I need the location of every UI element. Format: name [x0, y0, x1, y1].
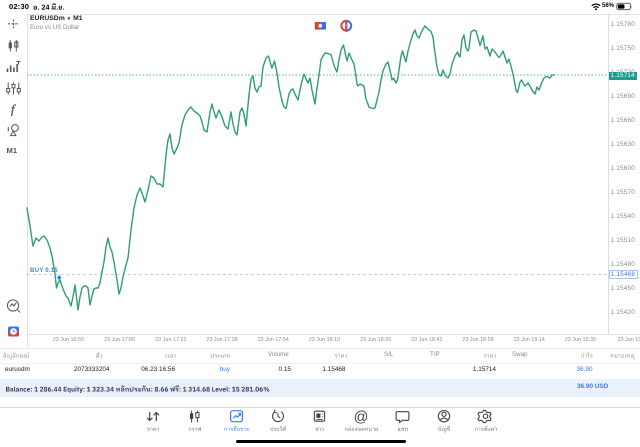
- svg-text:f: f: [11, 103, 16, 117]
- svg-text:M1: M1: [7, 146, 18, 155]
- svg-text:@: @: [354, 409, 369, 425]
